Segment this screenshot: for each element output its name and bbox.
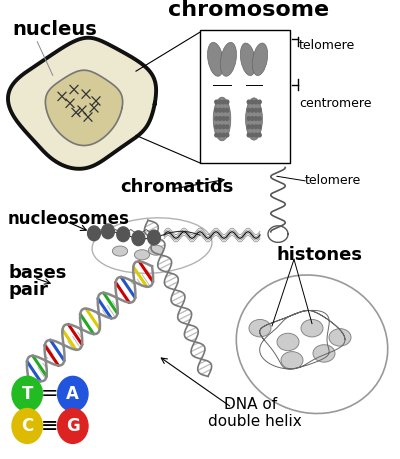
Ellipse shape bbox=[329, 329, 351, 346]
Circle shape bbox=[222, 133, 225, 137]
Circle shape bbox=[258, 117, 261, 120]
Ellipse shape bbox=[246, 98, 262, 140]
Circle shape bbox=[251, 133, 254, 137]
Ellipse shape bbox=[277, 333, 299, 351]
Circle shape bbox=[222, 108, 225, 112]
Circle shape bbox=[88, 226, 100, 241]
Ellipse shape bbox=[134, 250, 150, 260]
Text: telomere: telomere bbox=[299, 39, 356, 52]
Circle shape bbox=[254, 100, 258, 104]
Circle shape bbox=[215, 100, 218, 104]
Text: =: = bbox=[41, 384, 59, 404]
Circle shape bbox=[218, 133, 222, 137]
Circle shape bbox=[226, 125, 229, 129]
Text: centromere: centromere bbox=[299, 97, 372, 110]
Text: nucleosomes: nucleosomes bbox=[8, 210, 130, 229]
Circle shape bbox=[258, 125, 261, 129]
Bar bbox=[200, 30, 290, 163]
Circle shape bbox=[251, 117, 254, 120]
Circle shape bbox=[254, 125, 258, 129]
Ellipse shape bbox=[240, 43, 256, 76]
Text: nucleus: nucleus bbox=[12, 20, 97, 39]
Text: histones: histones bbox=[276, 246, 362, 264]
Ellipse shape bbox=[249, 319, 271, 337]
Ellipse shape bbox=[213, 97, 231, 141]
Ellipse shape bbox=[92, 218, 212, 273]
Ellipse shape bbox=[220, 42, 236, 76]
Circle shape bbox=[215, 108, 218, 112]
Circle shape bbox=[226, 100, 229, 104]
Text: A: A bbox=[66, 385, 79, 403]
Ellipse shape bbox=[313, 345, 335, 362]
Circle shape bbox=[215, 117, 218, 120]
Circle shape bbox=[251, 125, 254, 129]
Circle shape bbox=[58, 376, 88, 411]
Text: telomere: telomere bbox=[305, 174, 361, 187]
Circle shape bbox=[102, 224, 114, 239]
Text: double helix: double helix bbox=[208, 414, 302, 429]
Circle shape bbox=[254, 117, 258, 120]
Circle shape bbox=[215, 125, 218, 129]
Circle shape bbox=[148, 230, 160, 245]
Polygon shape bbox=[45, 70, 123, 146]
Text: chromosome: chromosome bbox=[168, 0, 329, 20]
Circle shape bbox=[222, 125, 225, 129]
Circle shape bbox=[218, 117, 222, 120]
Circle shape bbox=[226, 117, 229, 120]
Circle shape bbox=[218, 100, 222, 104]
Text: T: T bbox=[22, 385, 33, 403]
Text: C: C bbox=[21, 417, 33, 435]
Ellipse shape bbox=[281, 352, 303, 369]
Circle shape bbox=[247, 133, 250, 137]
Circle shape bbox=[117, 227, 130, 241]
Circle shape bbox=[247, 125, 250, 129]
Circle shape bbox=[247, 100, 250, 104]
Ellipse shape bbox=[236, 275, 388, 414]
Circle shape bbox=[226, 108, 229, 112]
Polygon shape bbox=[8, 38, 156, 169]
Circle shape bbox=[247, 108, 250, 112]
Text: DNA of: DNA of bbox=[224, 397, 277, 412]
Text: ≡: ≡ bbox=[41, 416, 59, 436]
Circle shape bbox=[258, 100, 261, 104]
Circle shape bbox=[254, 108, 258, 112]
Circle shape bbox=[222, 117, 225, 120]
Text: chromatids: chromatids bbox=[120, 178, 233, 196]
Text: G: G bbox=[66, 417, 80, 435]
Ellipse shape bbox=[148, 245, 164, 255]
Ellipse shape bbox=[301, 319, 323, 337]
Circle shape bbox=[222, 100, 225, 104]
Circle shape bbox=[226, 133, 229, 137]
Circle shape bbox=[258, 108, 261, 112]
Ellipse shape bbox=[252, 43, 268, 76]
Circle shape bbox=[258, 133, 261, 137]
Circle shape bbox=[247, 117, 250, 120]
Circle shape bbox=[254, 133, 258, 137]
Ellipse shape bbox=[208, 42, 224, 76]
Text: bases: bases bbox=[8, 264, 66, 282]
Circle shape bbox=[215, 133, 218, 137]
Ellipse shape bbox=[112, 246, 128, 256]
Circle shape bbox=[132, 231, 145, 246]
Circle shape bbox=[251, 100, 254, 104]
Text: pair: pair bbox=[8, 281, 48, 299]
Circle shape bbox=[218, 108, 222, 112]
Circle shape bbox=[251, 108, 254, 112]
Circle shape bbox=[58, 409, 88, 443]
Circle shape bbox=[218, 125, 222, 129]
Circle shape bbox=[12, 376, 42, 411]
Circle shape bbox=[12, 409, 42, 443]
